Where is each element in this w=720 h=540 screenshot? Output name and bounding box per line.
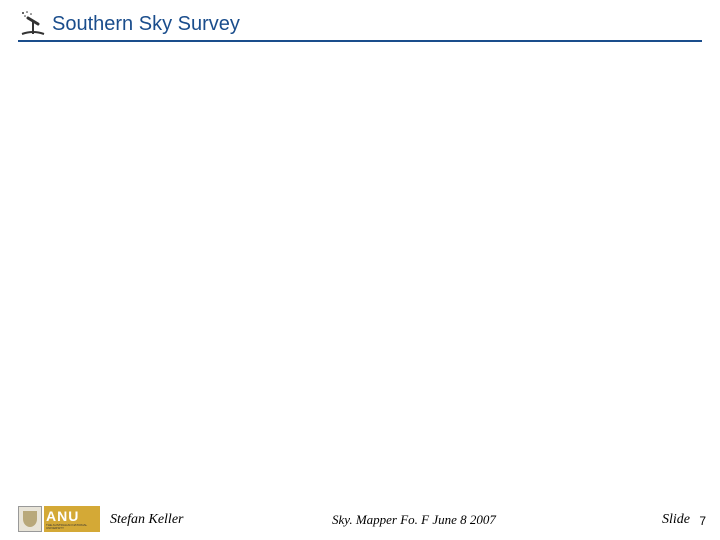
author-name: Stefan Keller — [110, 512, 184, 528]
telescope-icon — [18, 10, 46, 38]
anu-fullname: THE AUSTRALIAN NATIONAL UNIVERSITY — [46, 524, 100, 530]
anu-text-box: ANU THE AUSTRALIAN NATIONAL UNIVERSITY — [44, 506, 100, 532]
slide-label: Slide — [662, 512, 690, 528]
slide-header: Southern Sky Survey — [18, 10, 240, 38]
slide-number: 7 — [699, 514, 706, 528]
anu-logo: ANU THE AUSTRALIAN NATIONAL UNIVERSITY — [18, 506, 100, 532]
event-info: Sky. Mapper Fo. F June 8 2007 — [332, 512, 496, 528]
anu-acronym: ANU — [46, 509, 100, 523]
anu-crest-icon — [18, 506, 42, 532]
header-divider — [18, 40, 702, 42]
slide-title: Southern Sky Survey — [52, 13, 240, 36]
